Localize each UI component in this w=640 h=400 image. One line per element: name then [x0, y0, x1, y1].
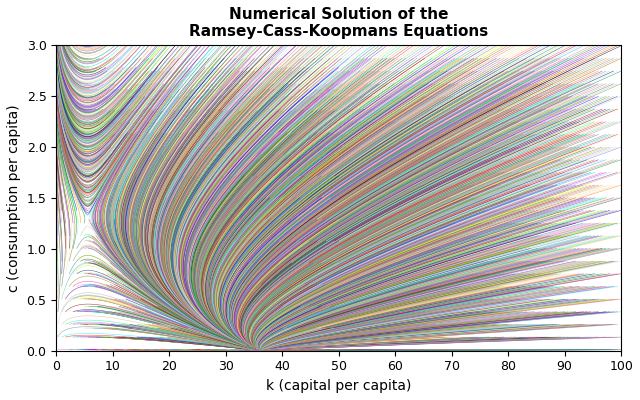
- X-axis label: k (capital per capita): k (capital per capita): [266, 379, 412, 393]
- Title: Numerical Solution of the
Ramsey-Cass-Koopmans Equations: Numerical Solution of the Ramsey-Cass-Ko…: [189, 7, 488, 39]
- Y-axis label: c (consumption per capita): c (consumption per capita): [7, 104, 21, 292]
